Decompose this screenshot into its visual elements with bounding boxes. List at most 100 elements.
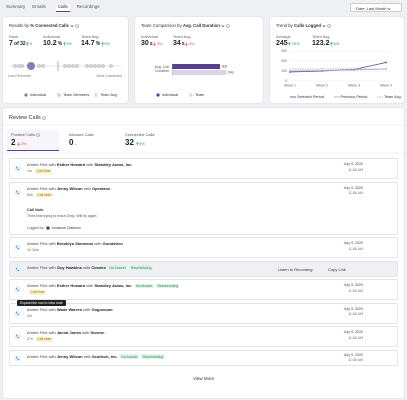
call-date: July 9, 2020 (343, 306, 363, 311)
connector: with (48, 330, 56, 335)
call-row[interactable]: Amber Flint with Guy Hawkins with Condex… (9, 260, 398, 277)
call-row[interactable]: Amber Flint with Brooklyn Simmons with G… (9, 237, 398, 258)
company-name: Goodstren (102, 241, 123, 246)
icon (288, 42, 292, 46)
nav-tab[interactable]: Summary (6, 4, 26, 9)
bar-value-label: 34s (228, 71, 234, 75)
card-title-text: Results by (9, 23, 30, 28)
call-row[interactable]: Amber Flint with Jenny Wilson with Scotl… (9, 349, 398, 366)
icon (333, 96, 340, 98)
note-logged-by: Logged by: Jordanne Clarkson (27, 226, 81, 230)
legend-item: Team Members (56, 93, 89, 97)
tag: Call Note (35, 337, 53, 342)
nav-tab[interactable]: Recordings (76, 4, 100, 9)
call-icon (16, 267, 20, 272)
tag: Rescheduling (129, 265, 153, 270)
date-filter[interactable]: Date: Last Month (350, 3, 402, 12)
review-tab[interactable]: Connected Calls 32 3% (121, 130, 173, 151)
review-tab-label: Inbound Calls (69, 132, 93, 137)
call-icon (14, 188, 21, 196)
tag: Rescheduling (141, 354, 165, 359)
connector: with (86, 162, 94, 167)
review-tab[interactable]: Positive Calls 2 3% (7, 130, 59, 151)
icon (377, 96, 383, 98)
call-row[interactable]: Amber Flint with Jenny Wilson with Openl… (9, 181, 398, 235)
icon (135, 142, 139, 146)
note-text: Third time trying to reach Greg. Will tr… (27, 213, 97, 218)
legend-marker (156, 93, 160, 97)
legend-label: Individual (162, 93, 179, 97)
top-nav: Summary Emails Calls Recordings Date: Last M… (0, 0, 407, 14)
call-title: Amber Flint with Esther Howard with Stan… (27, 162, 133, 167)
call-icon (14, 333, 21, 340)
icon (3, 124, 404, 126)
icon (14, 266, 21, 273)
view-more[interactable]: View More (192, 376, 215, 381)
agent-name: Amber Flint (27, 162, 48, 167)
team-member-dot (75, 64, 79, 68)
legend-label: Selected Period (297, 95, 324, 99)
call-row[interactable]: Amber Flint with Jacob Jones with Sonron… (9, 326, 398, 347)
icon (14, 188, 21, 196)
icon (3, 152, 404, 154)
team-member-dot (63, 64, 67, 68)
connector: with (48, 185, 56, 191)
review-tab[interactable]: Inbound Calls 0 – (65, 130, 117, 151)
company-name: Standley Autos, Inc. (94, 283, 133, 288)
legend-marker (24, 93, 28, 97)
agent-name: Amber Flint (27, 306, 48, 312)
call-row[interactable]: Amber Flint with Wade Warren with Gogoxo… (9, 302, 398, 324)
review-tab-number: 32 (125, 138, 134, 147)
nav-tab[interactable]: Calls (55, 4, 70, 12)
stat-label: Team Avg. (173, 34, 192, 39)
team-member-dot (89, 64, 93, 68)
team-member-dot (41, 64, 45, 68)
contact-name: Jacob Jones (56, 330, 82, 335)
tag: Call Note (35, 192, 53, 198)
series-point (289, 70, 291, 72)
contact-name: Esther Howard (56, 162, 86, 167)
company-name: Gogoxoom (91, 306, 113, 312)
company-name: Sonron (90, 330, 105, 335)
call-title: Amber Flint with Jacob Jones with Sonron (27, 330, 104, 335)
legend-item: Individual (155, 93, 178, 97)
review-tab-value: 0 – (69, 138, 77, 147)
call-title: Amber Flint with Wade Warren with Gogoxo… (27, 307, 113, 312)
call-row[interactable]: Amber Flint with Esther Howard with Stan… (9, 158, 398, 179)
call-date: July 9, 2020 (343, 330, 363, 334)
connector: with (48, 162, 56, 167)
contact-name: Guy Hawkins (56, 264, 82, 270)
call-title: Amber Flint with Esther Howard with Stan… (27, 283, 180, 289)
legend-label: Team Avg. (384, 95, 402, 99)
metric-card: Trend by Calls Logged Average 245 29% Team A… (270, 17, 404, 103)
stat-change: 5 (29, 41, 32, 46)
review-tab-value: 32 3% (125, 138, 145, 147)
row-action[interactable]: Listen to Recording (278, 266, 313, 272)
call-row[interactable]: Amber Flint with Esther Howard with Stan… (9, 279, 398, 300)
icon (95, 93, 97, 97)
trend-arrow (135, 142, 139, 146)
agent-name: Amber Flint (27, 283, 48, 288)
call-duration: 1m (27, 169, 32, 174)
icon (46, 225, 51, 230)
stat-number: 7 (9, 40, 13, 47)
series-point (353, 69, 355, 71)
bar (172, 70, 227, 75)
review-tab-change: 3% (139, 141, 145, 146)
connector: with (83, 306, 91, 312)
company-name: Scotlech, Inc. (91, 353, 118, 359)
card-title: Results by % Connected Calls (9, 23, 79, 28)
icon (14, 355, 21, 362)
series-point (385, 61, 387, 64)
call-time: 11:56 AM (348, 288, 363, 293)
tag: No Answer (119, 354, 140, 359)
call-date: July 9, 2020 (343, 185, 363, 190)
call-icon (14, 266, 21, 273)
row-action[interactable]: Copy Link (328, 266, 346, 272)
legend-item: Individual (23, 93, 46, 97)
stat-number: 123.2 (312, 40, 330, 47)
call-icon (14, 244, 21, 251)
info-icon (226, 24, 230, 28)
nav-tab[interactable]: Emails (32, 4, 46, 9)
trend-arrow (100, 42, 104, 46)
